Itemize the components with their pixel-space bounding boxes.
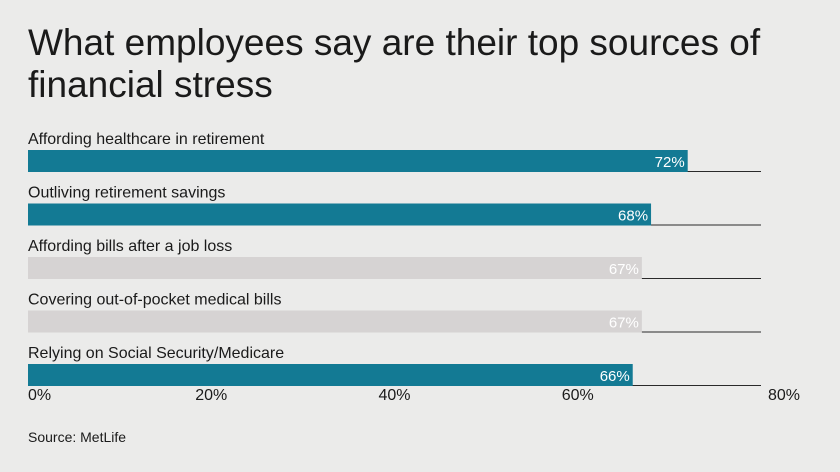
value-label: 68% [618,208,648,225]
value-label: 66% [600,368,630,385]
x-tick-label: 20% [195,387,227,404]
category-label: Affording bills after a job loss [28,238,232,255]
category-label: Outliving retirement savings [28,185,225,202]
x-tick-label: 60% [562,387,594,404]
bar [28,257,642,279]
bar [28,310,642,333]
x-tick-label: 80% [768,387,800,404]
chart-title: What employees say are their top sources… [28,22,761,105]
value-label: 72% [655,154,685,171]
category-label: Relying on Social Security/Medicare [28,345,284,362]
value-label: 67% [609,261,639,278]
bar [28,364,633,386]
value-label: 67% [609,315,639,332]
category-label: Covering out-of-pocket medical bills [28,292,281,309]
x-tick-label: 40% [378,387,410,404]
bar [28,203,652,226]
bar [28,150,688,172]
x-tick-label: 0% [28,387,51,404]
category-label: Affording healthcare in retirement [28,131,265,148]
source-note: Source: MetLife [28,429,127,445]
